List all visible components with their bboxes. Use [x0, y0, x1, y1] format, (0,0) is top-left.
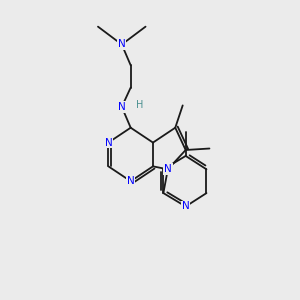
Text: H: H	[136, 100, 143, 110]
Text: N: N	[182, 202, 190, 212]
Text: N: N	[104, 138, 112, 148]
Text: N: N	[164, 164, 172, 174]
Text: N: N	[118, 40, 126, 50]
Text: N: N	[127, 176, 135, 186]
Text: N: N	[118, 102, 126, 112]
